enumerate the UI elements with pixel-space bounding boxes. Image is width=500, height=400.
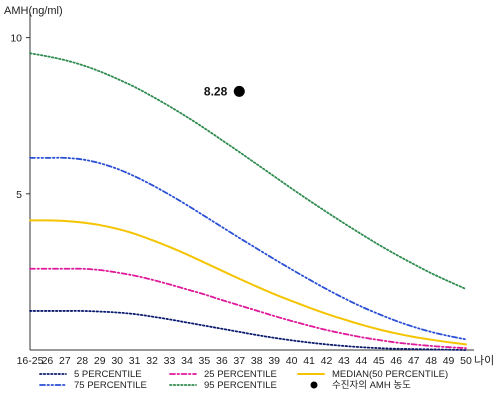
x-tick-label: 30 (111, 355, 123, 367)
legend-label-0: 5 PERCENTILE (74, 369, 142, 380)
legend-label-2: MEDIAN(50 PERCENTILE) (332, 369, 448, 380)
legend-swatch-patient (310, 381, 318, 389)
x-tick-label: 42 (321, 355, 333, 367)
data-marks: 8.28 (204, 84, 245, 98)
patient-amh-label: 8.28 (204, 84, 228, 98)
legend-label-4: 95 PERCENTILE (204, 380, 277, 391)
x-tick-label: 36 (216, 355, 228, 367)
x-tick-label: 46 (390, 355, 402, 367)
x-tick-label: 35 (199, 355, 211, 367)
y-axis-title: AMH(ng/ml) (4, 5, 63, 17)
legend-label-patient: 수진자의 AMH 농도 (332, 380, 411, 391)
x-tick-label: 40 (286, 355, 298, 367)
x-tick-label: 41 (303, 355, 315, 367)
series-line-3 (29, 156, 467, 341)
x-tick-label: 47 (408, 355, 420, 367)
x-tick-label: 32 (146, 355, 158, 367)
y-tick-label: 10 (10, 33, 22, 45)
legend-label-3: 75 PERCENTILE (74, 380, 147, 391)
x-tick-label: 44 (356, 355, 368, 367)
x-tick-label: 28 (76, 355, 88, 367)
legend: 5 PERCENTILE 25 PERCENTILE MEDIAN(50 PERCE… (39, 369, 448, 391)
x-tick-label: 27 (59, 355, 71, 367)
x-axis-title: 나이 (474, 354, 494, 367)
legend-label-1: 25 PERCENTILE (204, 369, 277, 380)
series-line-4 (29, 52, 467, 290)
x-tick-label: 33 (164, 355, 176, 367)
x-tick-label: 38 (251, 355, 263, 367)
x-tick-label: 34 (181, 355, 193, 367)
series-line-2 (29, 219, 467, 346)
patient-amh-point (233, 85, 245, 97)
x-tick-label: 45 (373, 355, 385, 367)
x-tick-label: 26 (42, 355, 54, 367)
x-tick-label: 29 (94, 355, 106, 367)
x-tick-label: 39 (268, 355, 280, 367)
x-tick-label: 49 (443, 355, 455, 367)
series-line-1 (29, 267, 467, 350)
y-tick-label: 5 (16, 189, 22, 201)
x-tick-label: 48 (425, 355, 437, 367)
series-line-0 (29, 310, 467, 351)
series-lines (29, 52, 467, 351)
x-tick-label: 37 (233, 355, 245, 367)
x-tick-label: 50 (460, 355, 472, 367)
x-tick-label: 43 (338, 355, 350, 367)
x-tick-label: 31 (129, 355, 141, 367)
x-tick-label: 16-25 (17, 355, 44, 367)
